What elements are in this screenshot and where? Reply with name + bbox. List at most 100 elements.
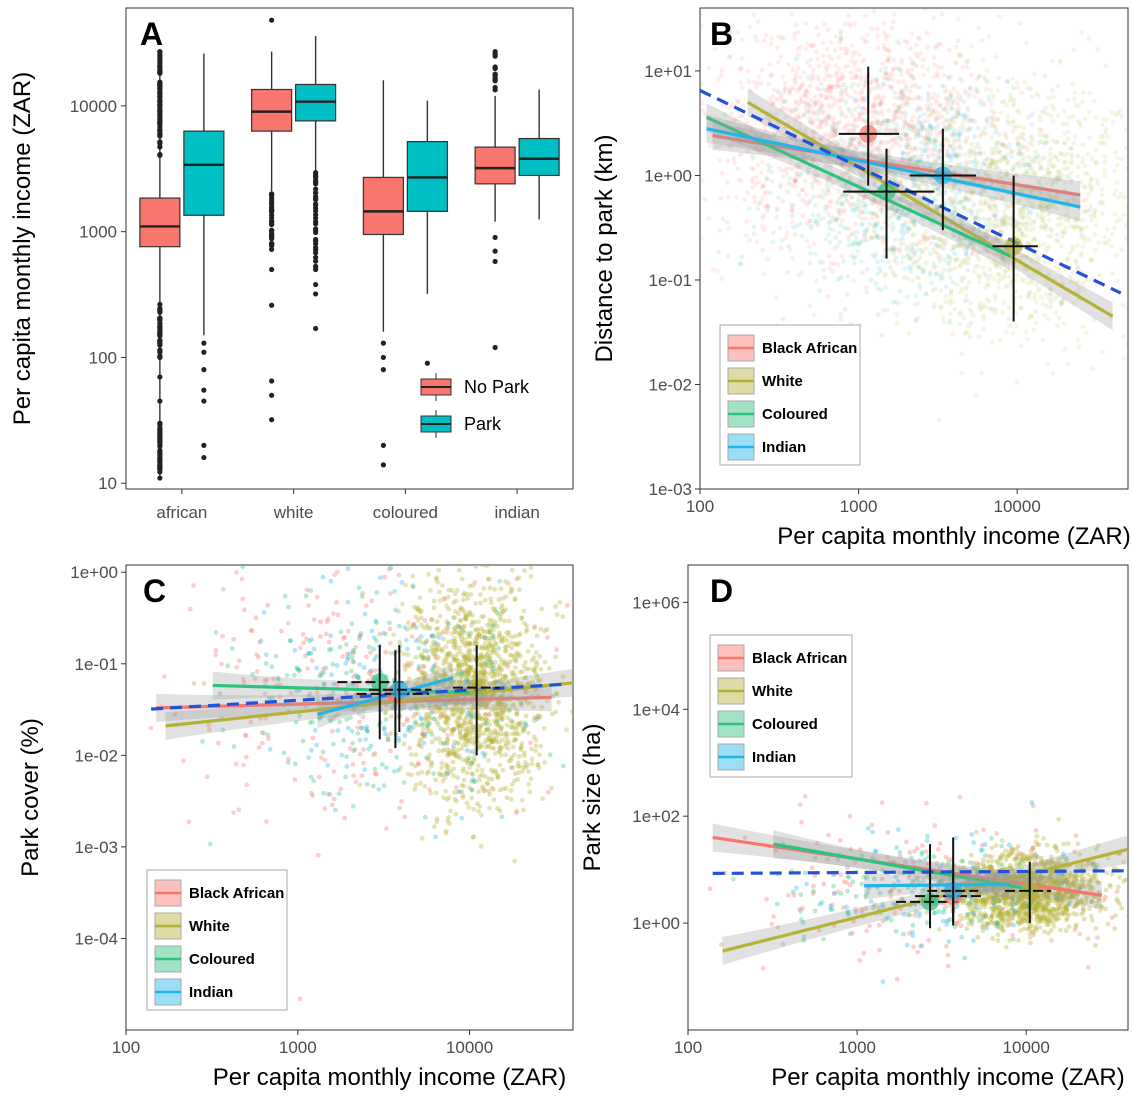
data-point [788,107,794,113]
data-point [838,274,844,280]
data-point [998,158,1004,164]
data-point [981,316,987,322]
data-point [965,108,971,113]
outlier-point [492,258,498,265]
data-point [1076,289,1082,295]
data-point [991,276,997,282]
data-point [1065,136,1071,141]
data-point [948,292,953,298]
data-point [846,165,851,171]
data-point [1021,206,1026,212]
data-point [923,140,929,146]
data-point [384,826,389,831]
data-point [399,799,404,804]
data-point [752,199,758,205]
outlier-point [157,475,163,481]
data-point [777,107,783,113]
data-point [822,155,828,160]
data-point [1009,154,1015,160]
data-point [936,187,941,193]
data-point [905,244,911,250]
data-point [948,90,954,95]
data-point [849,194,855,200]
data-point [1000,222,1005,227]
data-point [458,551,463,556]
data-point [980,161,986,167]
data-point [989,134,995,140]
data-point [1059,173,1065,178]
data-point [827,240,833,245]
data-point [975,263,981,269]
data-point [857,209,863,215]
data-point [821,267,827,273]
data-point [800,187,805,193]
data-point [1050,202,1056,208]
data-point [825,114,831,120]
data-point [382,574,387,580]
data-point [316,774,322,780]
data-point [884,122,890,128]
data-point [997,150,1003,156]
data-point [836,119,842,125]
data-point [782,85,788,91]
data-point [823,207,828,213]
data-point [1000,258,1005,264]
x-axis-label: Per capita monthly income (ZAR) [777,523,1130,550]
data-point [994,165,1000,170]
data-point [878,98,884,103]
data-point [1068,279,1074,285]
data-point [1030,142,1036,148]
data-point [932,157,938,163]
data-point [1020,221,1026,227]
data-point [984,296,990,302]
data-point [242,607,247,613]
data-point [924,246,929,252]
data-point [962,205,967,211]
data-point [851,136,856,142]
data-point [961,315,967,321]
data-point [1001,261,1007,267]
data-point [870,77,876,83]
data-point [1074,264,1080,270]
data-point [895,126,900,132]
data-point [856,139,861,145]
data-point [944,148,949,154]
data-point [881,46,887,52]
data-point [1021,171,1027,177]
data-point [981,270,987,276]
data-point [948,92,954,98]
data-point [1092,210,1097,216]
data-point [279,628,284,634]
data-point [894,209,900,214]
data-point [564,603,570,608]
data-point [1050,138,1056,143]
outlier-point [201,387,207,393]
data-point [396,572,402,578]
outlier-point [157,434,163,440]
data-point [1089,187,1094,193]
data-point [976,334,982,340]
data-point [846,226,852,232]
data-point [889,25,894,31]
data-point [453,598,459,604]
data-point [1061,321,1067,326]
data-point [973,155,978,161]
data-point [739,37,745,43]
data-point [835,83,840,88]
data-point [1059,229,1065,234]
data-point [890,220,895,226]
data-point [914,242,920,248]
data-point [891,252,897,258]
data-point [967,153,973,159]
data-point [828,74,834,80]
data-point [946,47,952,53]
data-point [918,113,923,119]
data-point [826,159,832,164]
data-point [545,635,550,640]
data-point [240,596,246,602]
data-point [700,160,702,165]
data-point [982,74,987,80]
data-point [335,531,340,536]
data-point [772,153,778,159]
data-point [947,94,953,100]
